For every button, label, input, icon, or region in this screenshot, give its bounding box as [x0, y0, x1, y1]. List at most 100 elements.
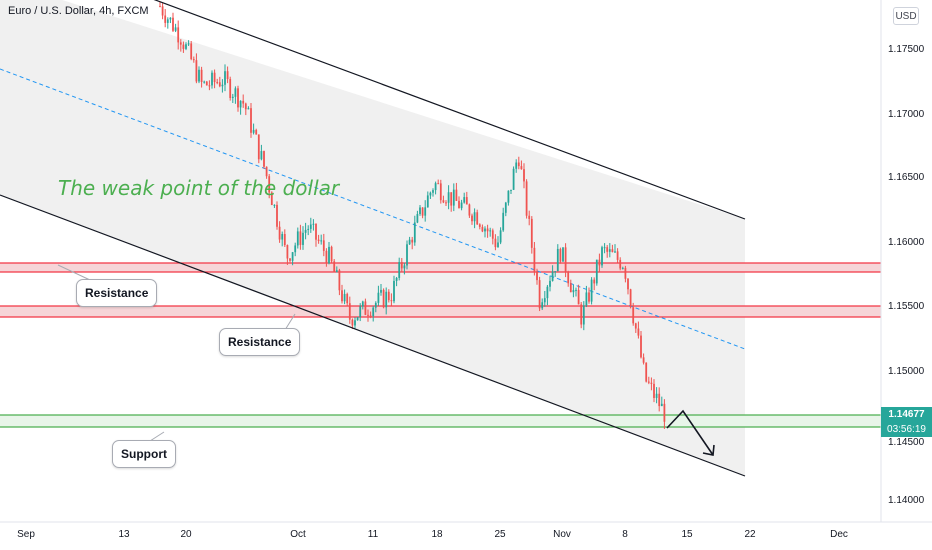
candle-body: [260, 151, 263, 160]
candle-body: [525, 181, 528, 216]
candle-body: [247, 108, 250, 110]
candle-body: [426, 195, 429, 208]
price-tick: 1.16500: [888, 172, 925, 183]
candle-body: [575, 289, 577, 291]
headline-annotation[interactable]: The weak point of the dollar: [58, 176, 340, 200]
candle-body: [257, 134, 260, 160]
candle-body: [650, 382, 653, 384]
candle-body: [512, 168, 515, 190]
support-callout[interactable]: Support: [112, 440, 176, 468]
time-tick: 8: [622, 529, 628, 540]
candle-body: [655, 393, 658, 398]
candle-body: [224, 71, 226, 85]
candle-body: [473, 212, 476, 222]
candle-body: [424, 207, 427, 216]
candle-body: [660, 403, 663, 407]
candle-body: [195, 60, 198, 82]
candle-body: [564, 247, 567, 273]
candle-body: [273, 204, 276, 206]
candle-body: [491, 230, 494, 239]
candle-body: [281, 234, 284, 240]
candle-body: [343, 293, 346, 302]
candle-body: [270, 192, 273, 206]
channel-upper-line: [153, 0, 746, 220]
candle-body: [213, 72, 216, 83]
candle-body: [182, 44, 185, 49]
time-tick: 22: [744, 529, 756, 540]
candle-body: [395, 277, 398, 281]
candle-body: [302, 232, 304, 245]
time-tick: Dec: [830, 529, 848, 540]
candle-body: [439, 183, 442, 201]
candle-body: [205, 81, 208, 86]
candle-body: [538, 280, 541, 309]
candle-body: [489, 230, 492, 232]
candle-body: [432, 190, 434, 193]
candle-body: [595, 259, 598, 284]
candle-body: [601, 247, 603, 266]
resistance-callout-upper[interactable]: Resistance: [76, 279, 158, 307]
candle-body: [211, 72, 213, 86]
candle-body: [658, 393, 661, 407]
candle-body: [572, 290, 575, 293]
candle-body: [216, 82, 219, 84]
candle-body: [380, 289, 382, 293]
candle-body: [330, 246, 333, 262]
time-tick: 15: [681, 529, 693, 540]
candle-body: [255, 129, 258, 135]
candle-body: [200, 69, 203, 82]
price-tick: 1.17000: [888, 109, 925, 120]
candle-body: [244, 103, 247, 110]
candle-body: [494, 238, 497, 248]
candle-body: [187, 43, 190, 45]
candle-body: [398, 262, 401, 278]
candle-body: [351, 319, 354, 326]
time-tick: Nov: [553, 529, 571, 540]
candle-body: [359, 306, 362, 318]
price-tick: 1.16000: [888, 237, 925, 248]
candle-body: [445, 202, 447, 204]
candle-body: [437, 183, 440, 185]
candle-body: [478, 224, 481, 227]
time-tick: 18: [431, 529, 443, 540]
candle-body: [286, 245, 289, 259]
price-tick: 1.15000: [888, 366, 925, 377]
candle-body: [416, 214, 419, 223]
candle-body: [356, 317, 359, 321]
candle-body: [468, 204, 471, 216]
candle-body: [354, 320, 356, 326]
candle-body: [554, 271, 557, 273]
candle-body: [606, 247, 609, 252]
candle-body: [567, 272, 570, 284]
candle-body: [499, 230, 502, 243]
resistance-band-upper: [0, 263, 881, 272]
candle-body: [653, 383, 655, 398]
candle-body: [333, 261, 336, 273]
candle-body: [471, 215, 473, 222]
candle-body: [372, 307, 375, 317]
resistance-band-lower: [0, 306, 881, 317]
resistance-callout-lower[interactable]: Resistance: [219, 328, 301, 356]
candle-body: [520, 166, 523, 170]
chart-title: Euro / U.S. Dollar, 4h, FXCM: [8, 5, 149, 17]
candle-body: [400, 262, 403, 269]
candle-body: [533, 247, 536, 272]
candle-body: [452, 189, 455, 206]
candle-body: [242, 100, 245, 104]
candle-body: [429, 192, 432, 196]
candle-body: [421, 207, 424, 216]
candle-body: [393, 280, 395, 302]
candle-body: [387, 291, 390, 301]
candle-body: [634, 323, 637, 329]
candle-body: [442, 200, 445, 203]
candle-body: [577, 289, 580, 305]
currency-button[interactable]: USD: [893, 7, 919, 25]
candle-body: [627, 278, 629, 290]
candle-body: [580, 304, 583, 325]
price-tick: 1.14500: [888, 437, 925, 448]
candle-body: [221, 84, 224, 87]
candle-body: [164, 15, 167, 23]
candle-body: [549, 280, 551, 287]
candle-body: [174, 27, 177, 31]
